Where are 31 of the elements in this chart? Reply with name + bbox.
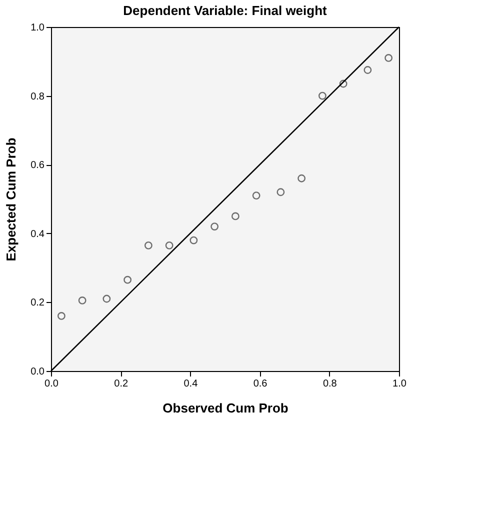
y-tick-label: 0.6 xyxy=(30,160,45,172)
chart-title: Dependent Variable: Final weight xyxy=(123,3,328,18)
point xyxy=(124,276,132,284)
y-tick-label: 0.0 xyxy=(30,366,45,378)
point xyxy=(364,66,372,74)
y-tick-label: 0.2 xyxy=(30,298,45,309)
point xyxy=(298,174,306,182)
point xyxy=(384,54,393,62)
x-axis-title: Observed Cum Prob xyxy=(162,400,288,416)
point xyxy=(252,192,260,200)
point xyxy=(190,236,198,244)
y-tick-label: 0.4 xyxy=(30,228,45,240)
y-axis-title: Expected Cum Prob xyxy=(4,138,19,262)
y-tick-label: 1.0 xyxy=(30,22,45,34)
point xyxy=(339,80,348,88)
x-tick-label: 0.0 xyxy=(44,378,59,390)
x-tick-label: 0.2 xyxy=(114,378,128,390)
x-tick-label: 0.6 xyxy=(253,378,268,390)
point xyxy=(144,241,152,250)
x-tick-label: 0.4 xyxy=(184,378,198,390)
point xyxy=(276,188,285,196)
point xyxy=(102,294,111,303)
point xyxy=(231,212,240,220)
point xyxy=(165,241,174,250)
point xyxy=(318,92,326,100)
x-tick-label: 1.0 xyxy=(392,378,407,390)
point xyxy=(210,222,219,230)
point xyxy=(78,296,86,304)
x-tick-label: 0.8 xyxy=(322,378,338,390)
y-tick-label: 0.8 xyxy=(30,91,45,102)
point xyxy=(57,312,66,320)
